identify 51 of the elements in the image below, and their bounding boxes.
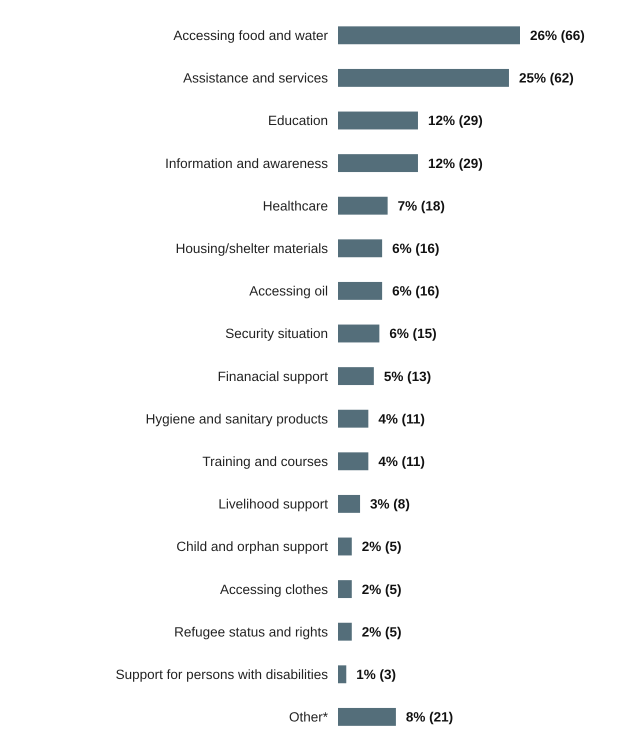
y-tick-label: Other* (288, 710, 329, 725)
y-tick-label: Accessing clothes (220, 582, 328, 597)
data-label: 25% (62) (518, 70, 574, 86)
data-label: 2% (5) (362, 582, 402, 597)
bar (338, 324, 380, 342)
data-label: 12% (29) (428, 156, 483, 171)
bar (338, 622, 352, 641)
data-label: 6% (15) (389, 326, 437, 342)
y-tick-label: Child and orphan support (176, 539, 328, 554)
bar (338, 282, 382, 300)
data-label: 8% (21) (406, 710, 454, 725)
data-label: 6% (16) (392, 284, 440, 299)
y-tick-label: Education (268, 113, 328, 128)
bar (338, 26, 520, 44)
bar (338, 538, 352, 556)
y-tick-label: Support for persons with disabilities (116, 667, 328, 682)
bar (338, 665, 346, 684)
y-tick-label: Livelihood support (218, 496, 328, 512)
data-label: 4% (11) (378, 411, 425, 426)
bar (338, 112, 418, 130)
bar (338, 367, 374, 386)
bar (338, 708, 396, 726)
bar (338, 196, 388, 215)
bar (338, 494, 360, 513)
y-tick-label: Accessing oil (249, 284, 328, 299)
bar (338, 239, 382, 258)
y-tick-label: Healthcare (262, 198, 328, 214)
y-tick-label: Refugee status and rights (174, 624, 328, 640)
bar (338, 452, 368, 470)
bar (338, 154, 418, 172)
data-label: 26% (66) (530, 28, 585, 44)
data-label: 2% (5) (362, 539, 402, 554)
data-label: 2% (5) (362, 624, 402, 640)
data-label: 3% (8) (370, 496, 410, 512)
data-label: 1% (3) (356, 667, 396, 682)
y-tick-label: Information and awareness (165, 156, 328, 171)
y-tick-label: Housing/shelter materials (176, 241, 328, 256)
data-label: 5% (13) (384, 368, 432, 384)
data-label: 7% (18) (398, 198, 445, 214)
bar (338, 410, 368, 428)
y-tick-label: Assistance and services (183, 70, 328, 86)
data-label: 12% (29) (428, 113, 483, 128)
data-label: 4% (11) (378, 454, 425, 470)
y-tick-label: Finanacial support (218, 368, 328, 384)
y-tick-label: Accessing food and water (173, 28, 328, 44)
bar (338, 580, 352, 598)
y-tick-label: Security situation (225, 326, 328, 342)
bar (338, 68, 509, 87)
y-tick-label: Hygiene and sanitary products (146, 411, 328, 426)
data-label: 6% (16) (392, 241, 440, 256)
y-tick-label: Training and courses (202, 454, 328, 470)
